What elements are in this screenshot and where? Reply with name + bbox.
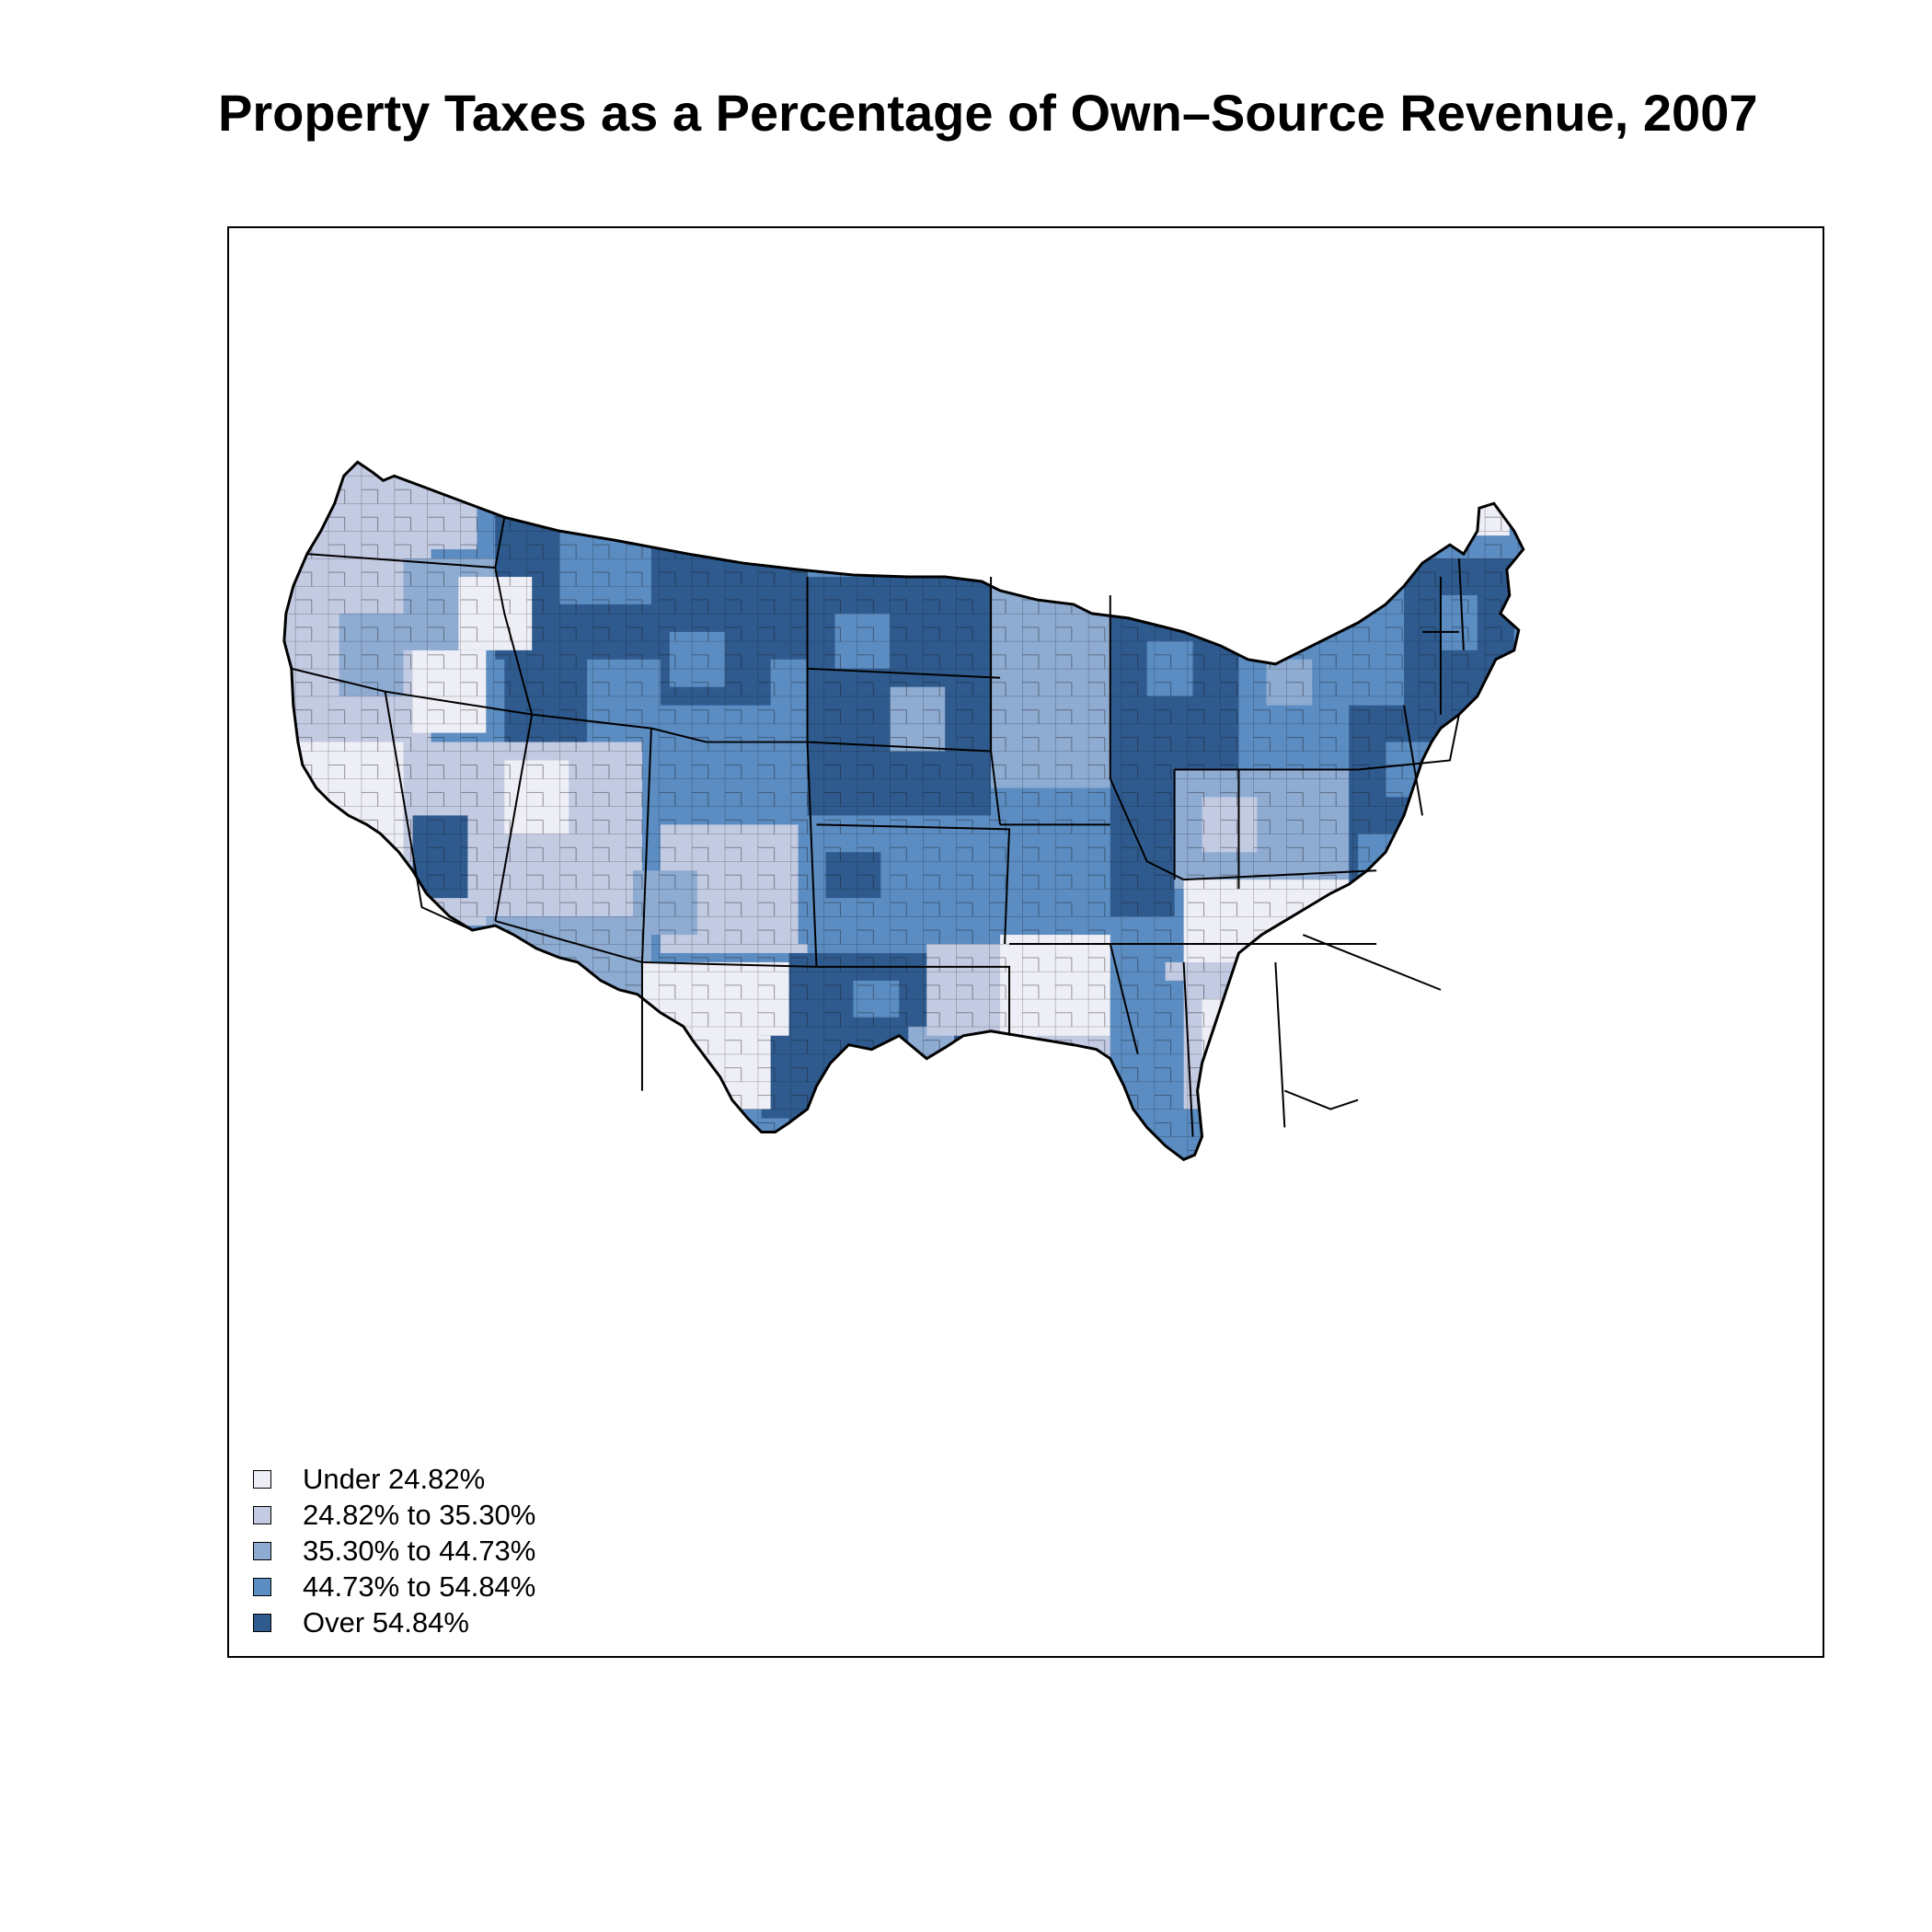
legend-swatch-3 (253, 1541, 271, 1560)
legend-item-5: Over 54.84% (253, 1604, 535, 1640)
legend-item-2: 24.82% to 35.30% (253, 1497, 535, 1533)
legend-label-2: 24.82% to 35.30% (303, 1498, 536, 1531)
legend-swatch-2 (253, 1505, 271, 1524)
legend-item-1: Under 24.82% (253, 1461, 535, 1497)
legend-swatch-4 (253, 1577, 271, 1596)
legend-swatch-5 (253, 1613, 271, 1632)
legend-item-3: 35.30% to 44.73% (253, 1533, 535, 1569)
us-county-choropleth (282, 460, 1525, 1161)
map-legend: Under 24.82% 24.82% to 35.30% 35.30% to … (253, 1461, 535, 1640)
legend-label-1: Under 24.82% (303, 1462, 486, 1495)
legend-label-3: 35.30% to 44.73% (303, 1534, 536, 1567)
map-title: Property Taxes as a Percentage of Own–So… (218, 84, 1758, 142)
legend-swatch-1 (253, 1469, 271, 1489)
county-fills (283, 462, 1524, 1160)
legend-item-4: 44.73% to 54.84% (253, 1569, 535, 1604)
state-boundaries (291, 517, 1465, 1137)
legend-label-4: 44.73% to 54.84% (303, 1570, 536, 1603)
map-frame (227, 226, 1824, 1658)
legend-label-5: Over 54.84% (303, 1605, 469, 1639)
